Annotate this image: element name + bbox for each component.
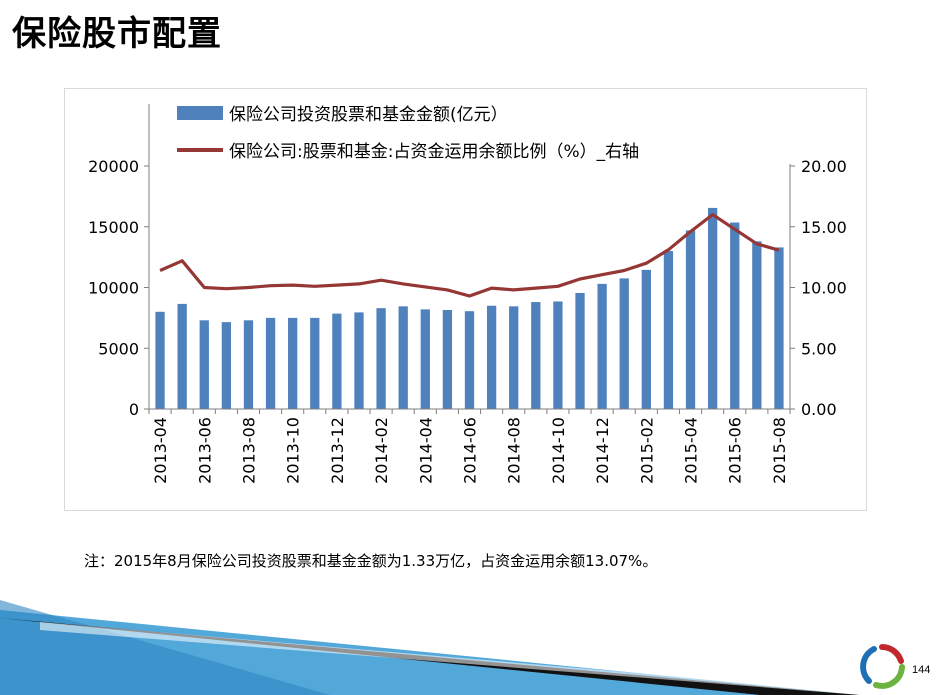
bar-2013-04 bbox=[155, 311, 165, 409]
legend: 保险公司投资股票和基金金额(亿元） 保险公司:股票和基金:占资金运用余额比例（%）… bbox=[177, 105, 639, 162]
left-tick-label: 5000 bbox=[98, 339, 139, 358]
bar-2014-08 bbox=[509, 306, 519, 409]
bar-2013-08 bbox=[243, 320, 254, 409]
bar-2014-06 bbox=[464, 311, 475, 409]
bar-2014-12 bbox=[597, 283, 607, 409]
x-tick-label: 2013-06 bbox=[195, 417, 214, 484]
chart-container: 0 5000 10000 15000 20000 0.00 5.00 10.00 15.00 20… bbox=[64, 88, 867, 511]
axes: 0 5000 10000 15000 20000 0.00 5.00 10.00 15.00 20… bbox=[88, 104, 847, 484]
right-tick-label: 10.00 bbox=[801, 279, 847, 298]
bar-2014-11 bbox=[575, 292, 585, 409]
bar-2013-12 bbox=[332, 313, 342, 409]
bar-2015-07 bbox=[752, 241, 762, 409]
bar-2015-02 bbox=[641, 269, 651, 409]
legend-line-label: 保险公司:股票和基金:占资金运用余额比例（%）_右轴 bbox=[229, 142, 639, 162]
x-tick-label: 2014-06 bbox=[461, 417, 480, 484]
bar-2015-06 bbox=[730, 222, 740, 409]
bar-2013-11 bbox=[310, 317, 320, 409]
x-tick-label: 2015-08 bbox=[770, 417, 789, 484]
bar-2014-01 bbox=[354, 312, 364, 409]
x-tick-label: 2015-04 bbox=[682, 417, 701, 484]
x-tick-label: 2013-12 bbox=[328, 417, 347, 484]
bar-2014-10 bbox=[553, 301, 563, 409]
x-tick-label: 2015-02 bbox=[637, 417, 656, 484]
bar-2015-05 bbox=[707, 207, 718, 409]
bar-2014-02 bbox=[376, 308, 386, 409]
x-tick-label: 2013-04 bbox=[151, 417, 170, 484]
line-series bbox=[159, 213, 780, 298]
bar-2014-09 bbox=[531, 302, 541, 409]
bar-2014-03 bbox=[398, 306, 408, 409]
combo-chart: 0 5000 10000 15000 20000 0.00 5.00 10.00 15.00 20… bbox=[88, 104, 847, 484]
left-tick-label: 15000 bbox=[88, 218, 139, 237]
right-tick-label: 0.00 bbox=[801, 400, 837, 419]
right-tick-label: 20.00 bbox=[801, 157, 847, 176]
bar-2013-06 bbox=[199, 320, 209, 409]
bar-series bbox=[155, 207, 784, 409]
bar-2015-03 bbox=[663, 251, 674, 409]
x-tick-label: 2014-04 bbox=[416, 417, 435, 484]
x-tick-label: 2013-08 bbox=[239, 417, 258, 484]
footer-decoration bbox=[0, 600, 860, 695]
bar-2015-01 bbox=[619, 278, 629, 409]
bar-2015-08 bbox=[774, 247, 784, 409]
page-number: 144 bbox=[912, 664, 931, 676]
left-tick-label: 20000 bbox=[88, 157, 139, 176]
left-tick-label: 10000 bbox=[88, 279, 139, 298]
bar-2014-05 bbox=[442, 309, 453, 409]
bar-2014-07 bbox=[486, 305, 497, 409]
footnote: 注：2015年8月保险公司投资股票和基金金额为1.33万亿，占资金运用余额13.… bbox=[84, 552, 658, 570]
page-title: 保险股市配置 bbox=[12, 14, 222, 54]
legend-bar-label: 保险公司投资股票和基金金额(亿元） bbox=[229, 105, 508, 125]
bar-2013-10 bbox=[288, 317, 298, 409]
x-tick-label: 2014-10 bbox=[549, 417, 568, 484]
x-tick-label: 2014-02 bbox=[372, 417, 391, 484]
right-tick-label: 15.00 bbox=[801, 218, 847, 237]
x-tick-label: 2014-08 bbox=[505, 417, 524, 484]
left-tick-label: 0 bbox=[129, 400, 139, 419]
right-tick-label: 5.00 bbox=[801, 339, 837, 358]
bar-2013-05 bbox=[177, 303, 187, 409]
x-tick-label: 2013-10 bbox=[284, 417, 303, 484]
bar-2014-04 bbox=[420, 309, 430, 409]
bar-2013-07 bbox=[221, 322, 232, 409]
x-tick-label: 2014-12 bbox=[593, 417, 612, 484]
x-tick-label: 2015-06 bbox=[726, 417, 745, 484]
legend-bar-swatch bbox=[177, 106, 223, 120]
bar-2015-04 bbox=[685, 230, 696, 409]
bar-2013-09 bbox=[265, 317, 276, 409]
company-logo-icon bbox=[860, 644, 905, 689]
